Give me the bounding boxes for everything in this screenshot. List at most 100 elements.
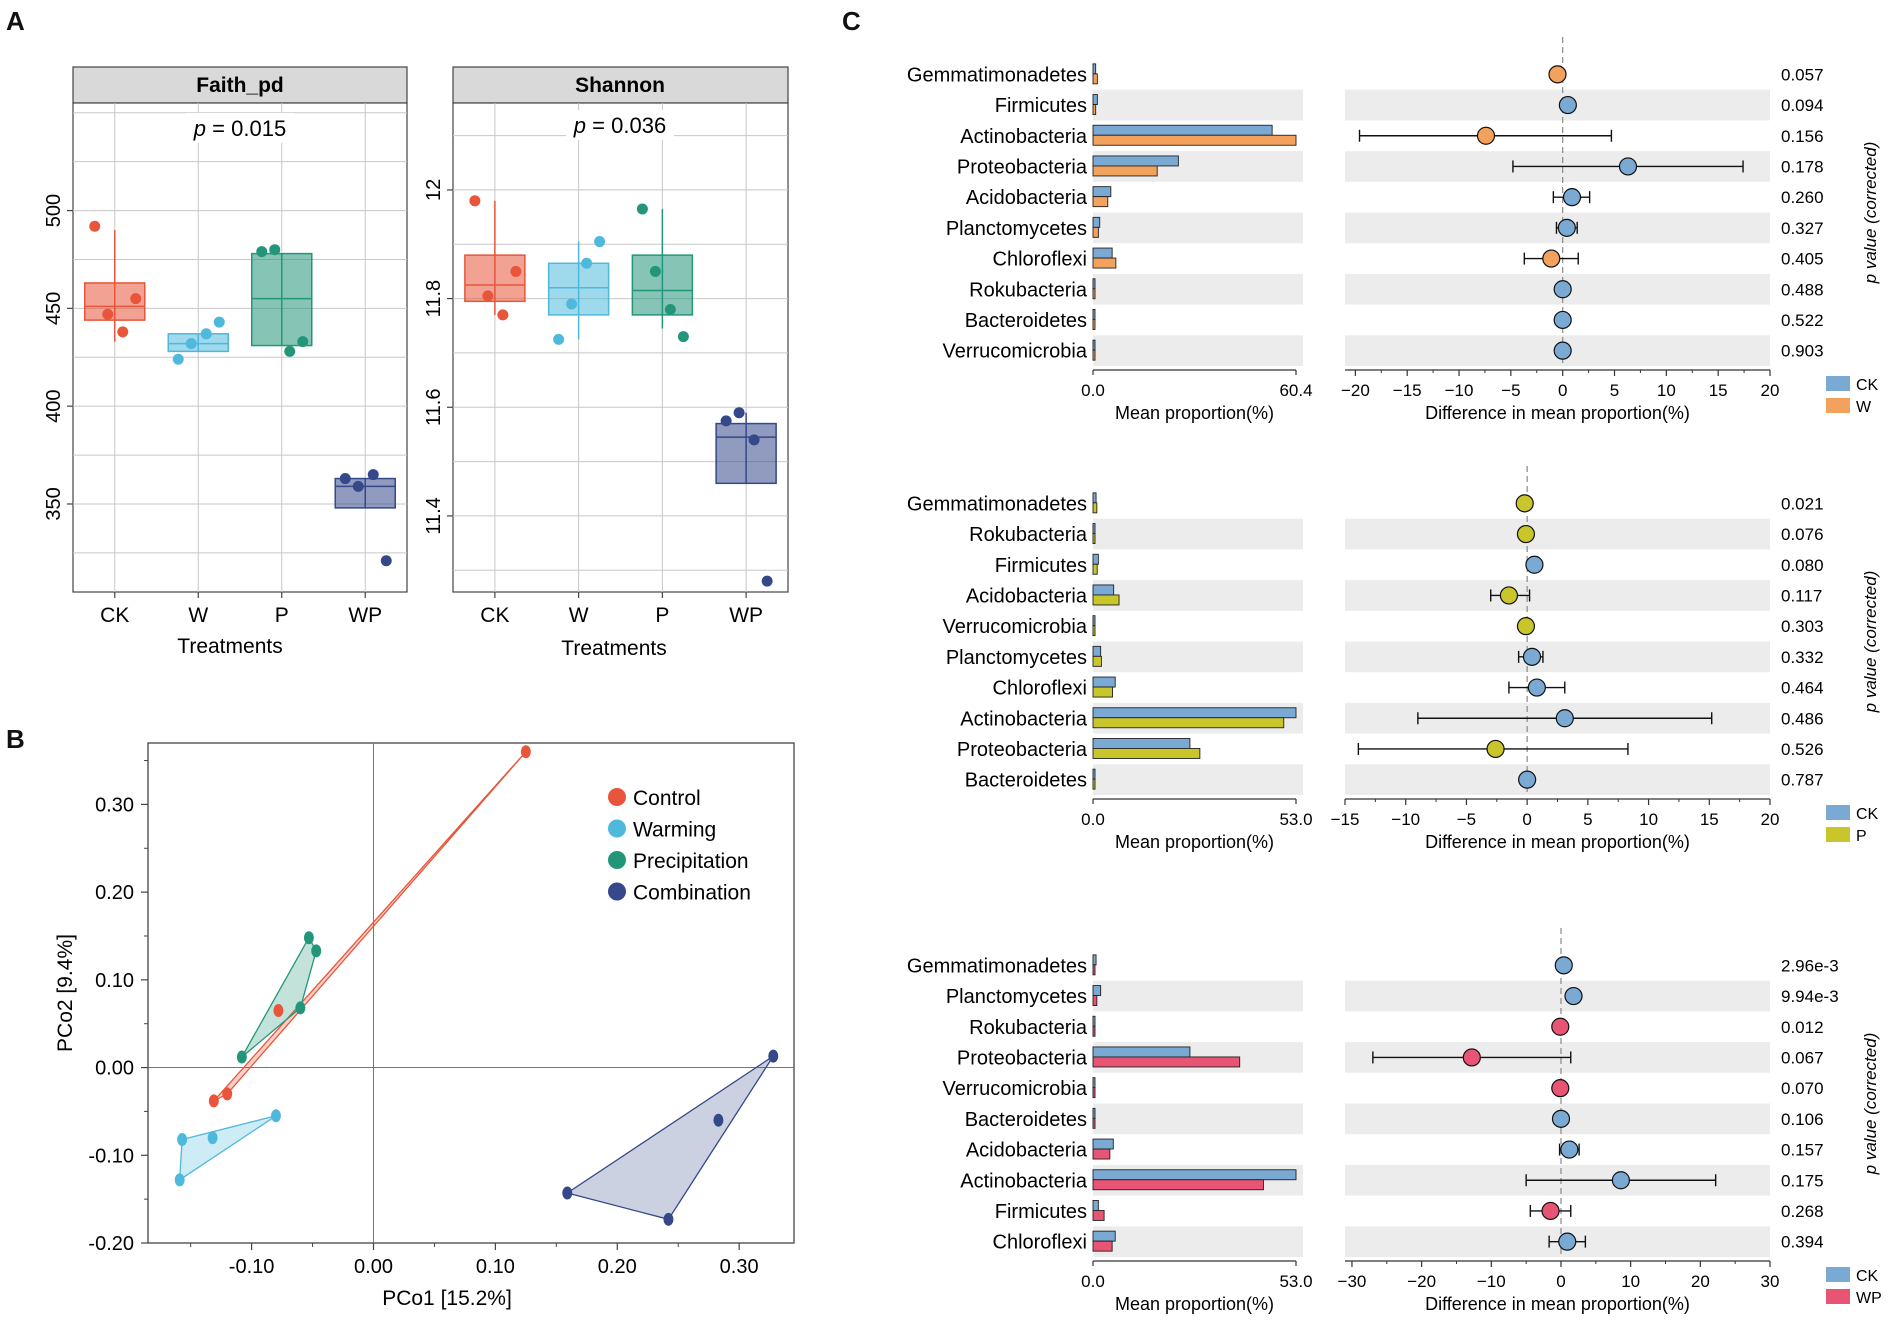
pcoa-point-combination	[562, 1186, 573, 1200]
stamp_ck_p-diff-point	[1499, 586, 1519, 605]
stamp_ck_p-row-band	[1345, 518, 1770, 550]
stamp_ck_w-bar-ck	[1092, 309, 1096, 320]
pcoa-ytick-label: 0.30	[95, 794, 134, 816]
stamp_ck_w-phylum-label: Acidobacteria	[966, 187, 1088, 209]
stamp_ck_p-diff-tick-label: 20	[1761, 810, 1780, 829]
stamp_ck_wp-diff-tick-label: 20	[1691, 1272, 1710, 1291]
stamp_ck_wp-bar-ck	[1092, 1107, 1096, 1119]
faith-ytick-label: 400	[43, 389, 65, 422]
stamp_ck_w-diff-tick-label: 0	[1558, 381, 1567, 400]
stamp_ck_wp-bar-ck	[1092, 1199, 1099, 1211]
stamp_ck_wp-bar-ck	[1092, 954, 1097, 966]
stamp_ck_wp-bar-wp	[1092, 964, 1096, 976]
stamp_ck_w-bar-ck	[1092, 339, 1096, 351]
stamp_ck_w-prop-tick-label: 60.4	[1279, 381, 1312, 400]
shannon-point	[566, 298, 578, 310]
shannon-point	[553, 333, 565, 345]
faith-point	[256, 246, 268, 258]
stamp_ck_wp-p-value: 0.394	[1781, 1233, 1824, 1252]
stamp_ck_p-diff-tick-label: −5	[1457, 810, 1476, 829]
stamp_ck_p-bar-p	[1092, 563, 1098, 575]
shannon-point	[497, 309, 509, 321]
pcoa-point-combination	[663, 1212, 674, 1226]
stamp_ck_wp-bar-wp	[1092, 1209, 1105, 1221]
stamp_ck_p-diff-point	[1518, 770, 1537, 789]
shannon-box-ck	[464, 254, 526, 303]
stamp_ck_w-diff-tick-label: 10	[1657, 381, 1676, 400]
stamp_ck_p-phylum-label: Firmicutes	[995, 555, 1087, 577]
stamp_ck_p-legend-swatch-p	[1826, 827, 1850, 842]
stamp_ck_p-legend-label-ck: CK	[1856, 806, 1879, 823]
pcoa-point-precipitation	[303, 931, 314, 945]
stamp_ck_w-bar-ck	[1092, 63, 1097, 75]
shannon-point	[581, 257, 593, 269]
pcoa-xtick-label: 0.30	[720, 1256, 759, 1278]
faith-box-p	[251, 252, 313, 347]
shannon-ytick-label: 12	[423, 179, 445, 201]
stamp_ck_wp-diff-point	[1564, 986, 1583, 1006]
shannon-xtick-label: P	[655, 604, 669, 627]
pcoa-point-combination	[713, 1113, 724, 1127]
stamp_ck_p-bar-ck	[1092, 584, 1115, 596]
stamp_ck_wp-phylum-label: Acidobacteria	[966, 1140, 1088, 1162]
stamp_ck_wp-bar-wp	[1092, 1240, 1113, 1252]
stamp_ck_p-phylum-label: Rokubacteria	[969, 524, 1088, 546]
stamp_ck_wp-phylum-label: Rokubacteria	[969, 1017, 1088, 1039]
stamp_ck_w-diff-point	[1558, 95, 1577, 115]
stamp_ck_w-prop-tick-label: 0.0	[1081, 381, 1105, 400]
stamp_ck_p-bar-p	[1092, 625, 1096, 637]
stamp_ck_p-p-value: 0.332	[1781, 648, 1824, 667]
stamp_ck_w-bar-w	[1092, 349, 1096, 361]
stamp_ck_w-phylum-label: Planctomycetes	[946, 218, 1087, 240]
stamp_ck_w-bar-ck	[1092, 186, 1112, 198]
stamp_ck_p-row-band	[1093, 764, 1303, 795]
stamp_ck_w-bar-w	[1092, 134, 1297, 146]
faith-ytick-label: 500	[43, 194, 65, 227]
stamp_ck_w-diff-point	[1553, 280, 1572, 299]
stamp_ck_w-phylum-label: Actinobacteria	[960, 126, 1088, 148]
faith-point	[185, 338, 197, 350]
shannon-box-p	[631, 254, 694, 316]
stamp_ck_p-prop-tick-label: 0.0	[1081, 810, 1105, 829]
stamp_ck_p-row-band	[1345, 764, 1770, 795]
stamp_ck_p-p-value: 0.021	[1781, 494, 1824, 513]
stamp_ck_p-row-band	[1093, 580, 1303, 611]
pcoa-point-control	[273, 1004, 284, 1018]
stamp_ck_p-phylum-label: Chloroflexi	[993, 678, 1087, 700]
stamp_ck_wp-p-value: 0.067	[1781, 1048, 1824, 1067]
stamp_ck_p-bar-p	[1092, 533, 1096, 544]
stamp_ck_p-phylum-label: Proteobacteria	[957, 739, 1088, 761]
shannon-point	[664, 303, 676, 315]
shannon-point	[761, 575, 773, 587]
faith-pd-p-symbol: p	[193, 116, 206, 141]
pcoa-xlabel: PCo1 [15.2%]	[382, 1287, 512, 1310]
stamp_ck_wp-diff-point	[1551, 1017, 1570, 1036]
stamp_ck_wp-p-value: 0.070	[1781, 1079, 1824, 1098]
stamp_ck_w-phylum-label: Rokubacteria	[969, 279, 1088, 301]
stamp_ck_p-p-value: 0.787	[1781, 771, 1824, 790]
stamp_ck_p-diff-point	[1527, 678, 1546, 697]
stamp_ck_p-diff-tick-label: −10	[1391, 810, 1420, 829]
pcoa-point-warming	[207, 1131, 218, 1145]
stamp_ck_wp-diff-point	[1541, 1201, 1560, 1221]
stamp_ck_wp-p-value: 0.268	[1781, 1202, 1824, 1221]
stamp_ck_wp-bar-ck	[1092, 1138, 1114, 1150]
stamp_ck_p-bar-ck	[1092, 492, 1097, 504]
stamp_ck_wp-diff-tick-label: −20	[1407, 1272, 1436, 1291]
stamp_ck_wp-bar-wp	[1092, 1087, 1096, 1099]
stamp_ck_w-diff-point	[1553, 310, 1572, 330]
shannon-xtick-label: CK	[480, 604, 509, 627]
stamp_ck_w-legend-swatch-w	[1826, 398, 1850, 413]
shannon-point	[748, 434, 760, 446]
stamp_ck_w-row-band	[1093, 212, 1303, 244]
stamp_ck_wp-phylum-label: Proteobacteria	[957, 1047, 1088, 1069]
stamp_ck_w-phylum-label: Firmicutes	[995, 95, 1087, 117]
faith-point	[117, 326, 129, 338]
stamp_ck_w-legend-swatch-ck	[1826, 376, 1850, 391]
faith-point	[269, 244, 281, 256]
stamp_ck_w-diff-point	[1553, 341, 1572, 360]
shannon-point	[733, 407, 745, 419]
stamp_ck_wp-bar-wp	[1092, 1148, 1111, 1160]
stamp_ck_w-prop-axis-title: Mean proportion(%)	[1115, 403, 1274, 423]
